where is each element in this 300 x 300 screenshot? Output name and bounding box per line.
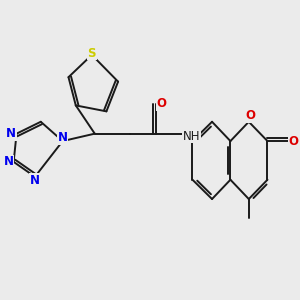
- Text: S: S: [88, 47, 96, 60]
- Text: O: O: [245, 109, 255, 122]
- Text: N: N: [3, 155, 14, 168]
- Text: NH: NH: [183, 130, 200, 142]
- Text: N: N: [58, 131, 68, 144]
- Text: N: N: [6, 127, 16, 140]
- Text: N: N: [30, 174, 40, 187]
- Text: O: O: [289, 135, 299, 148]
- Text: O: O: [157, 98, 167, 110]
